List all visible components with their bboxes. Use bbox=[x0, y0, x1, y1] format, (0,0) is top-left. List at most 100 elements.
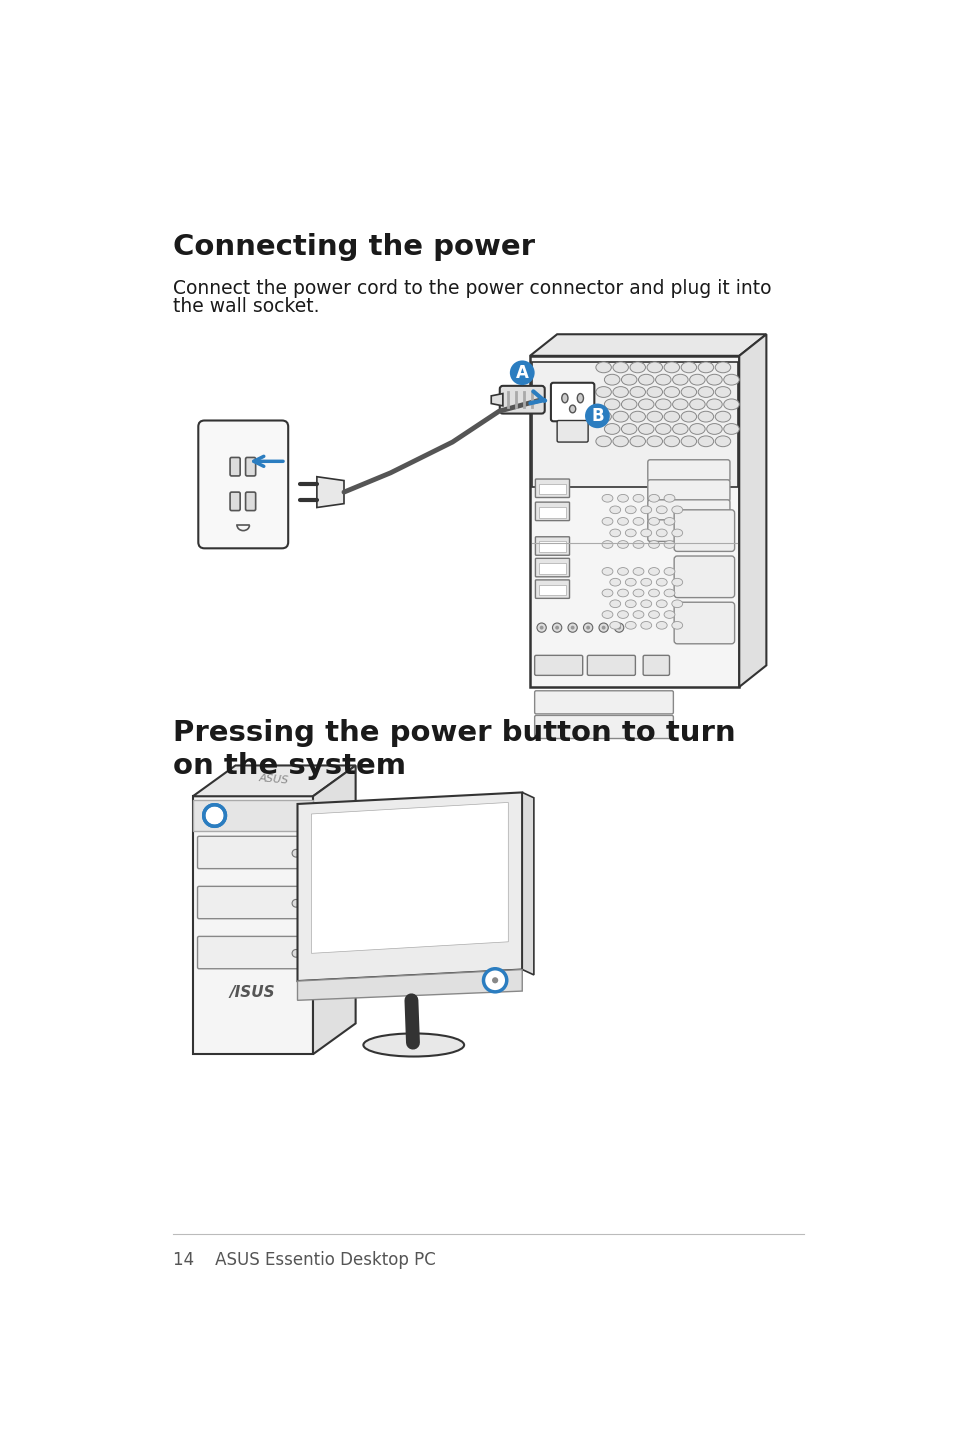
Ellipse shape bbox=[656, 506, 666, 513]
FancyBboxPatch shape bbox=[674, 603, 734, 644]
FancyBboxPatch shape bbox=[230, 492, 240, 510]
Ellipse shape bbox=[617, 495, 628, 502]
Polygon shape bbox=[530, 334, 765, 355]
Text: ASUS: ASUS bbox=[258, 774, 290, 785]
Bar bbox=[538, 541, 565, 552]
FancyBboxPatch shape bbox=[535, 536, 569, 555]
Ellipse shape bbox=[698, 411, 713, 421]
Bar bbox=[538, 562, 565, 574]
Polygon shape bbox=[193, 797, 313, 1054]
FancyBboxPatch shape bbox=[534, 690, 673, 713]
Ellipse shape bbox=[633, 541, 643, 548]
Ellipse shape bbox=[624, 621, 636, 630]
Ellipse shape bbox=[609, 529, 620, 536]
FancyBboxPatch shape bbox=[534, 656, 582, 676]
Ellipse shape bbox=[680, 436, 696, 447]
Ellipse shape bbox=[640, 529, 651, 536]
Ellipse shape bbox=[640, 578, 651, 587]
Circle shape bbox=[598, 623, 608, 633]
Ellipse shape bbox=[601, 568, 612, 575]
Ellipse shape bbox=[601, 495, 612, 502]
Circle shape bbox=[492, 978, 497, 984]
Ellipse shape bbox=[723, 374, 739, 385]
Circle shape bbox=[585, 626, 590, 630]
Ellipse shape bbox=[624, 529, 636, 536]
Ellipse shape bbox=[596, 387, 611, 397]
Ellipse shape bbox=[609, 621, 620, 630]
Circle shape bbox=[601, 626, 605, 630]
Ellipse shape bbox=[629, 436, 645, 447]
Circle shape bbox=[583, 623, 592, 633]
Ellipse shape bbox=[689, 398, 704, 410]
FancyBboxPatch shape bbox=[647, 500, 729, 522]
Ellipse shape bbox=[633, 495, 643, 502]
FancyBboxPatch shape bbox=[535, 479, 569, 498]
Circle shape bbox=[509, 361, 534, 385]
Ellipse shape bbox=[604, 374, 619, 385]
Ellipse shape bbox=[648, 611, 659, 618]
Ellipse shape bbox=[604, 398, 619, 410]
Ellipse shape bbox=[612, 436, 628, 447]
Bar bbox=[538, 584, 565, 595]
Ellipse shape bbox=[640, 621, 651, 630]
Ellipse shape bbox=[640, 600, 651, 608]
FancyBboxPatch shape bbox=[647, 460, 729, 482]
FancyBboxPatch shape bbox=[245, 457, 255, 476]
Ellipse shape bbox=[617, 541, 628, 548]
Ellipse shape bbox=[663, 362, 679, 372]
FancyBboxPatch shape bbox=[245, 492, 255, 510]
Circle shape bbox=[570, 626, 574, 630]
Circle shape bbox=[552, 623, 561, 633]
Circle shape bbox=[483, 969, 506, 992]
Ellipse shape bbox=[663, 590, 674, 597]
Ellipse shape bbox=[633, 611, 643, 618]
Ellipse shape bbox=[648, 568, 659, 575]
Ellipse shape bbox=[601, 611, 612, 618]
Text: the wall socket.: the wall socket. bbox=[173, 298, 319, 316]
Text: Pressing the power button to turn: Pressing the power button to turn bbox=[173, 719, 736, 748]
Polygon shape bbox=[311, 802, 508, 953]
Ellipse shape bbox=[698, 387, 713, 397]
Bar bbox=[532, 362, 737, 486]
Ellipse shape bbox=[624, 506, 636, 513]
Ellipse shape bbox=[723, 424, 739, 434]
Ellipse shape bbox=[648, 518, 659, 525]
Ellipse shape bbox=[617, 518, 628, 525]
Circle shape bbox=[537, 623, 546, 633]
FancyBboxPatch shape bbox=[530, 355, 739, 687]
Ellipse shape bbox=[648, 541, 659, 548]
Circle shape bbox=[292, 850, 299, 857]
Ellipse shape bbox=[638, 398, 654, 410]
Text: Connecting the power: Connecting the power bbox=[173, 233, 535, 260]
FancyBboxPatch shape bbox=[647, 480, 729, 502]
FancyBboxPatch shape bbox=[197, 837, 308, 869]
Ellipse shape bbox=[671, 600, 682, 608]
Ellipse shape bbox=[601, 590, 612, 597]
Ellipse shape bbox=[663, 541, 674, 548]
Polygon shape bbox=[739, 334, 765, 687]
Ellipse shape bbox=[629, 387, 645, 397]
Polygon shape bbox=[193, 765, 355, 797]
Ellipse shape bbox=[633, 590, 643, 597]
Ellipse shape bbox=[596, 436, 611, 447]
Ellipse shape bbox=[646, 362, 661, 372]
Polygon shape bbox=[297, 792, 521, 981]
Ellipse shape bbox=[671, 506, 682, 513]
Ellipse shape bbox=[680, 387, 696, 397]
Ellipse shape bbox=[655, 398, 670, 410]
Ellipse shape bbox=[648, 590, 659, 597]
Ellipse shape bbox=[569, 406, 575, 413]
Ellipse shape bbox=[633, 568, 643, 575]
Ellipse shape bbox=[715, 411, 730, 421]
Ellipse shape bbox=[715, 362, 730, 372]
FancyBboxPatch shape bbox=[535, 580, 569, 598]
Ellipse shape bbox=[672, 424, 687, 434]
Ellipse shape bbox=[646, 387, 661, 397]
Ellipse shape bbox=[617, 590, 628, 597]
Text: B: B bbox=[591, 407, 603, 424]
Circle shape bbox=[539, 626, 543, 630]
Ellipse shape bbox=[601, 541, 612, 548]
Ellipse shape bbox=[629, 411, 645, 421]
Ellipse shape bbox=[646, 411, 661, 421]
FancyBboxPatch shape bbox=[197, 886, 308, 919]
